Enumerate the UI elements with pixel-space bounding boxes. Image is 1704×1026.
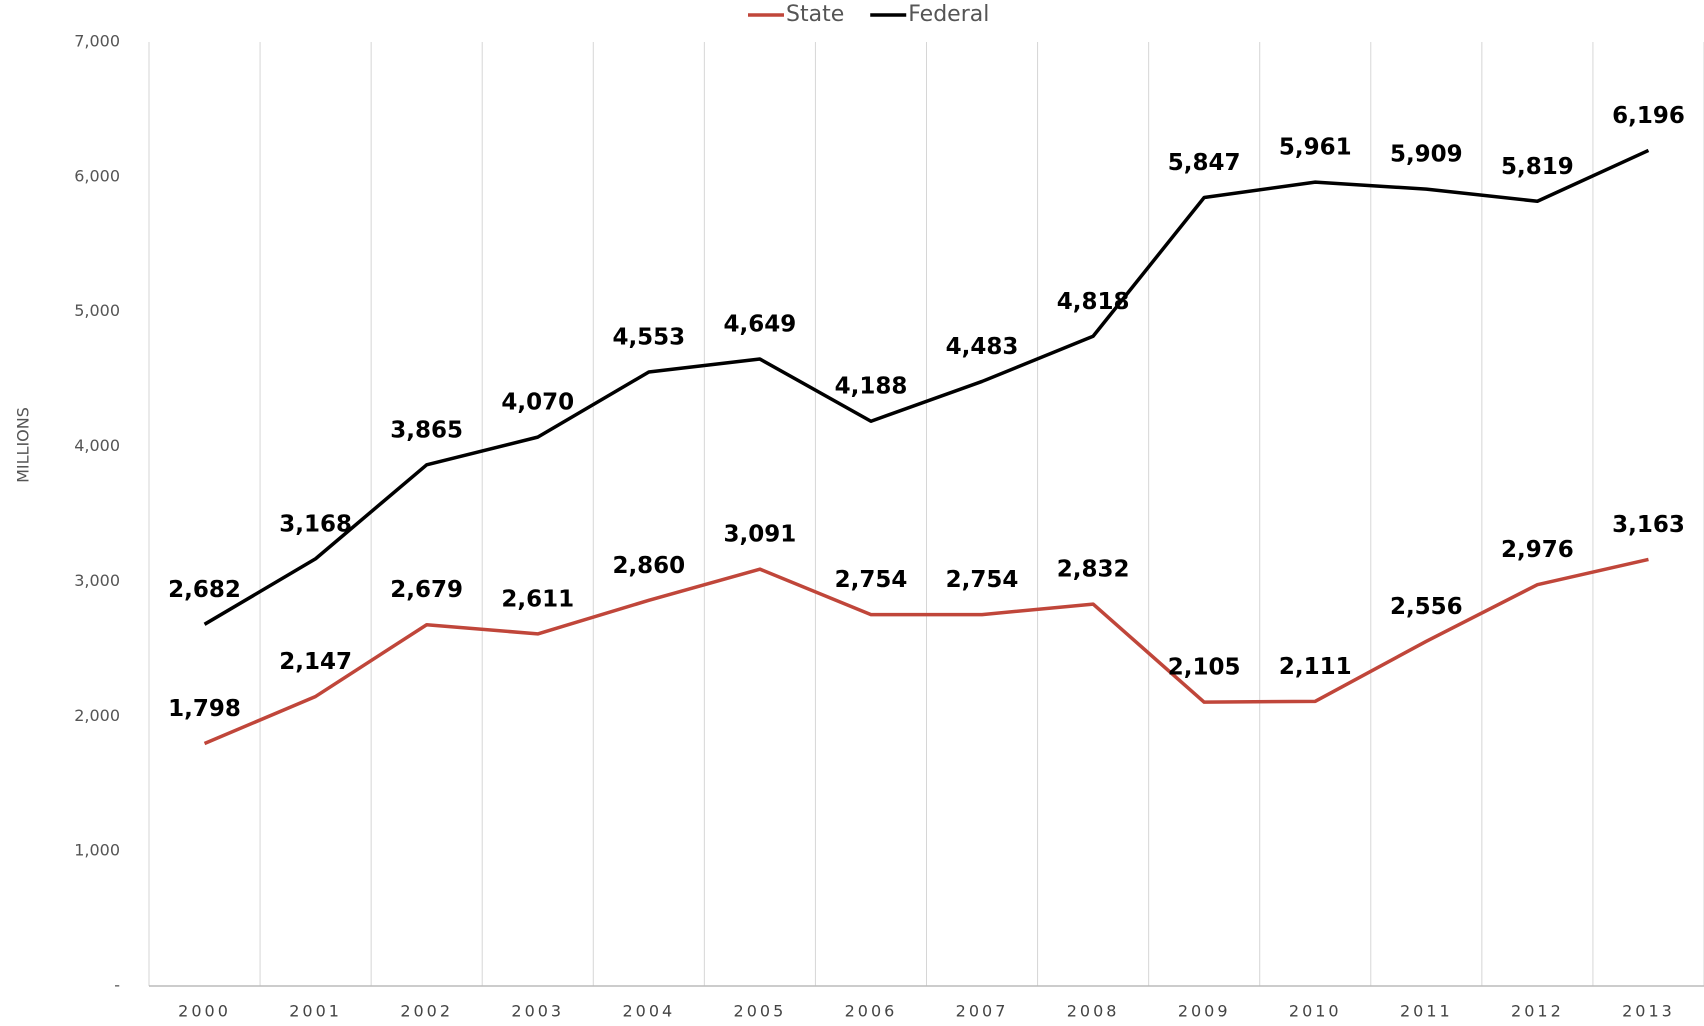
y-tick-label: 7,000 <box>74 32 120 51</box>
y-tick-label: 6,000 <box>74 166 120 185</box>
x-tick-label: 2012 <box>1511 1002 1564 1021</box>
data-label: 2,976 <box>1501 537 1574 563</box>
x-tick-label: 2002 <box>400 1002 453 1021</box>
data-label: 5,819 <box>1501 154 1574 180</box>
data-label: 3,865 <box>390 417 463 443</box>
data-label: 6,196 <box>1612 103 1685 129</box>
data-label: 2,682 <box>168 577 241 603</box>
data-label: 2,860 <box>612 553 685 579</box>
legend-label: Federal <box>908 2 989 27</box>
x-tick-label: 2010 <box>1289 1002 1342 1021</box>
legend-label: State <box>786 2 844 27</box>
data-label: 2,832 <box>1057 557 1130 583</box>
data-label: 2,111 <box>1279 654 1352 680</box>
y-tick-label: 5,000 <box>74 301 120 320</box>
y-tick-label: 3,000 <box>74 571 120 590</box>
data-label: 4,649 <box>724 312 797 338</box>
data-label: 4,483 <box>946 334 1019 360</box>
data-label: 3,091 <box>724 522 797 548</box>
x-tick-label: 2008 <box>1067 1002 1120 1021</box>
data-label: 4,188 <box>835 374 908 400</box>
data-label: 2,754 <box>946 567 1019 593</box>
data-label: 1,798 <box>168 696 241 722</box>
x-tick-label: 2001 <box>289 1002 342 1021</box>
x-tick-label: 2013 <box>1622 1002 1675 1021</box>
x-tick-label: 2006 <box>845 1002 898 1021</box>
y-tick-label: - <box>114 976 120 995</box>
data-label: 4,818 <box>1057 289 1130 315</box>
data-label: 5,847 <box>1168 150 1241 176</box>
data-label: 2,679 <box>390 577 463 603</box>
data-label: 2,105 <box>1168 655 1241 681</box>
x-tick-label: 2009 <box>1178 1002 1231 1021</box>
data-label: 2,611 <box>501 586 574 612</box>
y-tick-label: 1,000 <box>74 841 120 860</box>
data-label: 4,070 <box>501 390 574 416</box>
series-line <box>203 557 1649 746</box>
x-tick-label: 2005 <box>734 1002 787 1021</box>
x-tick-label: 2000 <box>178 1002 231 1021</box>
data-label: 5,961 <box>1279 135 1352 161</box>
series-line <box>203 148 1650 626</box>
data-label: 2,147 <box>279 649 352 675</box>
y-tick-label: 4,000 <box>74 436 120 455</box>
data-label: 3,163 <box>1612 512 1685 538</box>
y-axis-title: MILLIONS <box>14 407 33 483</box>
data-label: 2,754 <box>835 567 908 593</box>
y-tick-label: 2,000 <box>74 706 120 725</box>
data-label: 2,556 <box>1390 594 1463 620</box>
x-tick-label: 2003 <box>511 1002 564 1021</box>
x-tick-label: 2007 <box>956 1002 1009 1021</box>
x-tick-label: 2004 <box>622 1002 675 1021</box>
data-label: 4,553 <box>612 324 685 350</box>
data-label: 3,168 <box>279 511 352 537</box>
x-tick-label: 2011 <box>1400 1002 1453 1021</box>
data-label: 5,909 <box>1390 142 1463 168</box>
